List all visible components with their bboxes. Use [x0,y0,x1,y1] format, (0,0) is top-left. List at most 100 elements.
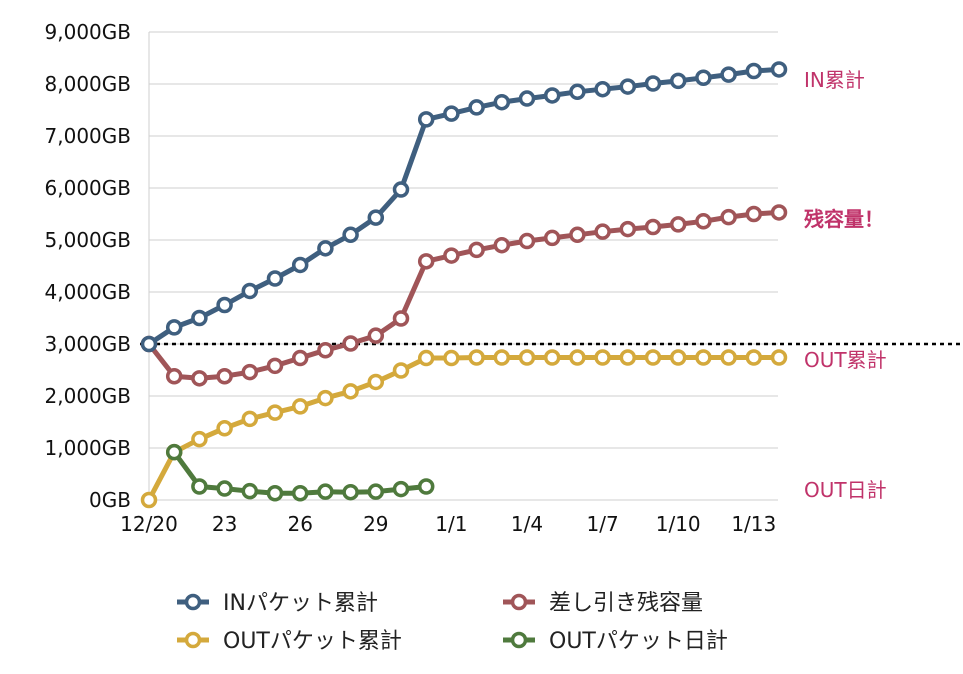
data-point [695,213,712,230]
data-point [417,478,435,495]
data-point [493,236,511,254]
data-point [644,349,662,366]
data-point [669,72,687,90]
series-end-label: 残容量！ [804,207,884,231]
data-point [695,69,712,87]
legend-label: OUTパケット日計 [549,629,728,654]
data-point [266,357,284,375]
data-point [417,111,435,128]
data-point [367,327,385,344]
data-point [291,256,309,274]
series-2 [140,349,788,509]
data-point [191,370,208,387]
data-point [291,484,309,502]
series-line [147,66,780,347]
data-point [543,349,561,366]
legend: INパケット累計 差し引き残容量 OUTパケット累計 OUTパケット日計 [177,591,728,654]
data-point [417,349,435,367]
data-point [342,383,359,400]
legend-label: OUTパケット累計 [223,629,402,654]
data-point [266,484,284,502]
data-point [392,480,410,498]
data-point [669,349,687,366]
series-layer [140,61,788,509]
y-tick-label: 0GB [89,488,131,512]
legend-marker [510,593,528,611]
data-point [140,491,158,509]
data-point [443,247,460,264]
data-point [745,205,763,223]
data-point [191,478,208,495]
y-tick-label: 3,000GB [45,332,131,356]
data-point [443,105,460,122]
data-point [594,349,611,366]
series-end-label: OUT日計 [804,478,887,502]
data-point [669,216,687,233]
y-tick-label: 9,000GB [45,20,131,44]
data-point [317,483,334,500]
x-axis-tick-labels: 12/20 23 26 29 1/1 1/4 1/7 1/10 1/13 [120,512,776,536]
data-point [518,90,536,107]
data-point [594,80,611,98]
data-point [216,296,233,314]
data-point [720,349,737,366]
data-point [317,389,334,407]
data-point [165,443,183,461]
data-point [291,398,309,415]
data-point [745,349,763,366]
x-tick-label: 1/10 [656,512,701,536]
x-tick-label: 26 [287,512,312,536]
data-point [367,373,385,391]
series-0 [140,61,788,353]
data-point [241,363,259,381]
legend-label: 差し引き残容量 [549,591,703,616]
x-tick-label: 29 [363,512,388,536]
data-point [468,241,485,259]
data-point [493,349,511,366]
data-point [392,181,410,198]
data-point [594,223,611,240]
data-point [191,430,208,448]
legend-marker [510,631,528,649]
data-point [644,218,662,236]
data-point [770,349,788,366]
data-point [165,319,183,336]
legend-label: INパケット累計 [223,591,378,616]
data-point [392,310,410,327]
data-point [770,204,788,221]
y-tick-label: 1,000GB [45,436,131,460]
series-3 [165,443,435,502]
y-axis-tick-labels: 0GB 1,000GB 2,000GB 3,000GB 4,000GB 5,000GB 6,… [45,20,131,512]
data-point [518,349,536,366]
data-point [770,61,788,78]
y-tick-label: 7,000GB [45,124,131,148]
data-point [619,78,637,95]
data-point [619,220,637,238]
data-point [342,483,359,501]
data-point [569,83,586,101]
data-point [569,349,586,366]
y-tick-label: 5,000GB [45,228,131,252]
legend-item: INパケット累計 [177,591,378,616]
data-point [468,349,485,366]
y-tick-label: 8,000GB [45,72,131,96]
data-point [543,87,561,104]
data-point [367,209,385,226]
data-point [543,229,561,247]
legend-marker [184,631,202,649]
legend-marker [184,593,202,611]
data-point [417,253,435,270]
x-tick-label: 1/4 [511,512,543,536]
data-point [216,480,233,497]
data-point [493,93,511,111]
data-point [720,66,737,83]
series-end-label: OUT累計 [804,348,887,372]
legend-item: OUTパケット日計 [503,629,728,654]
data-point [518,232,536,250]
data-point [291,349,309,367]
data-point [367,483,385,500]
data-point [216,367,233,385]
y-tick-label: 2,000GB [45,384,131,408]
data-point [241,410,259,428]
